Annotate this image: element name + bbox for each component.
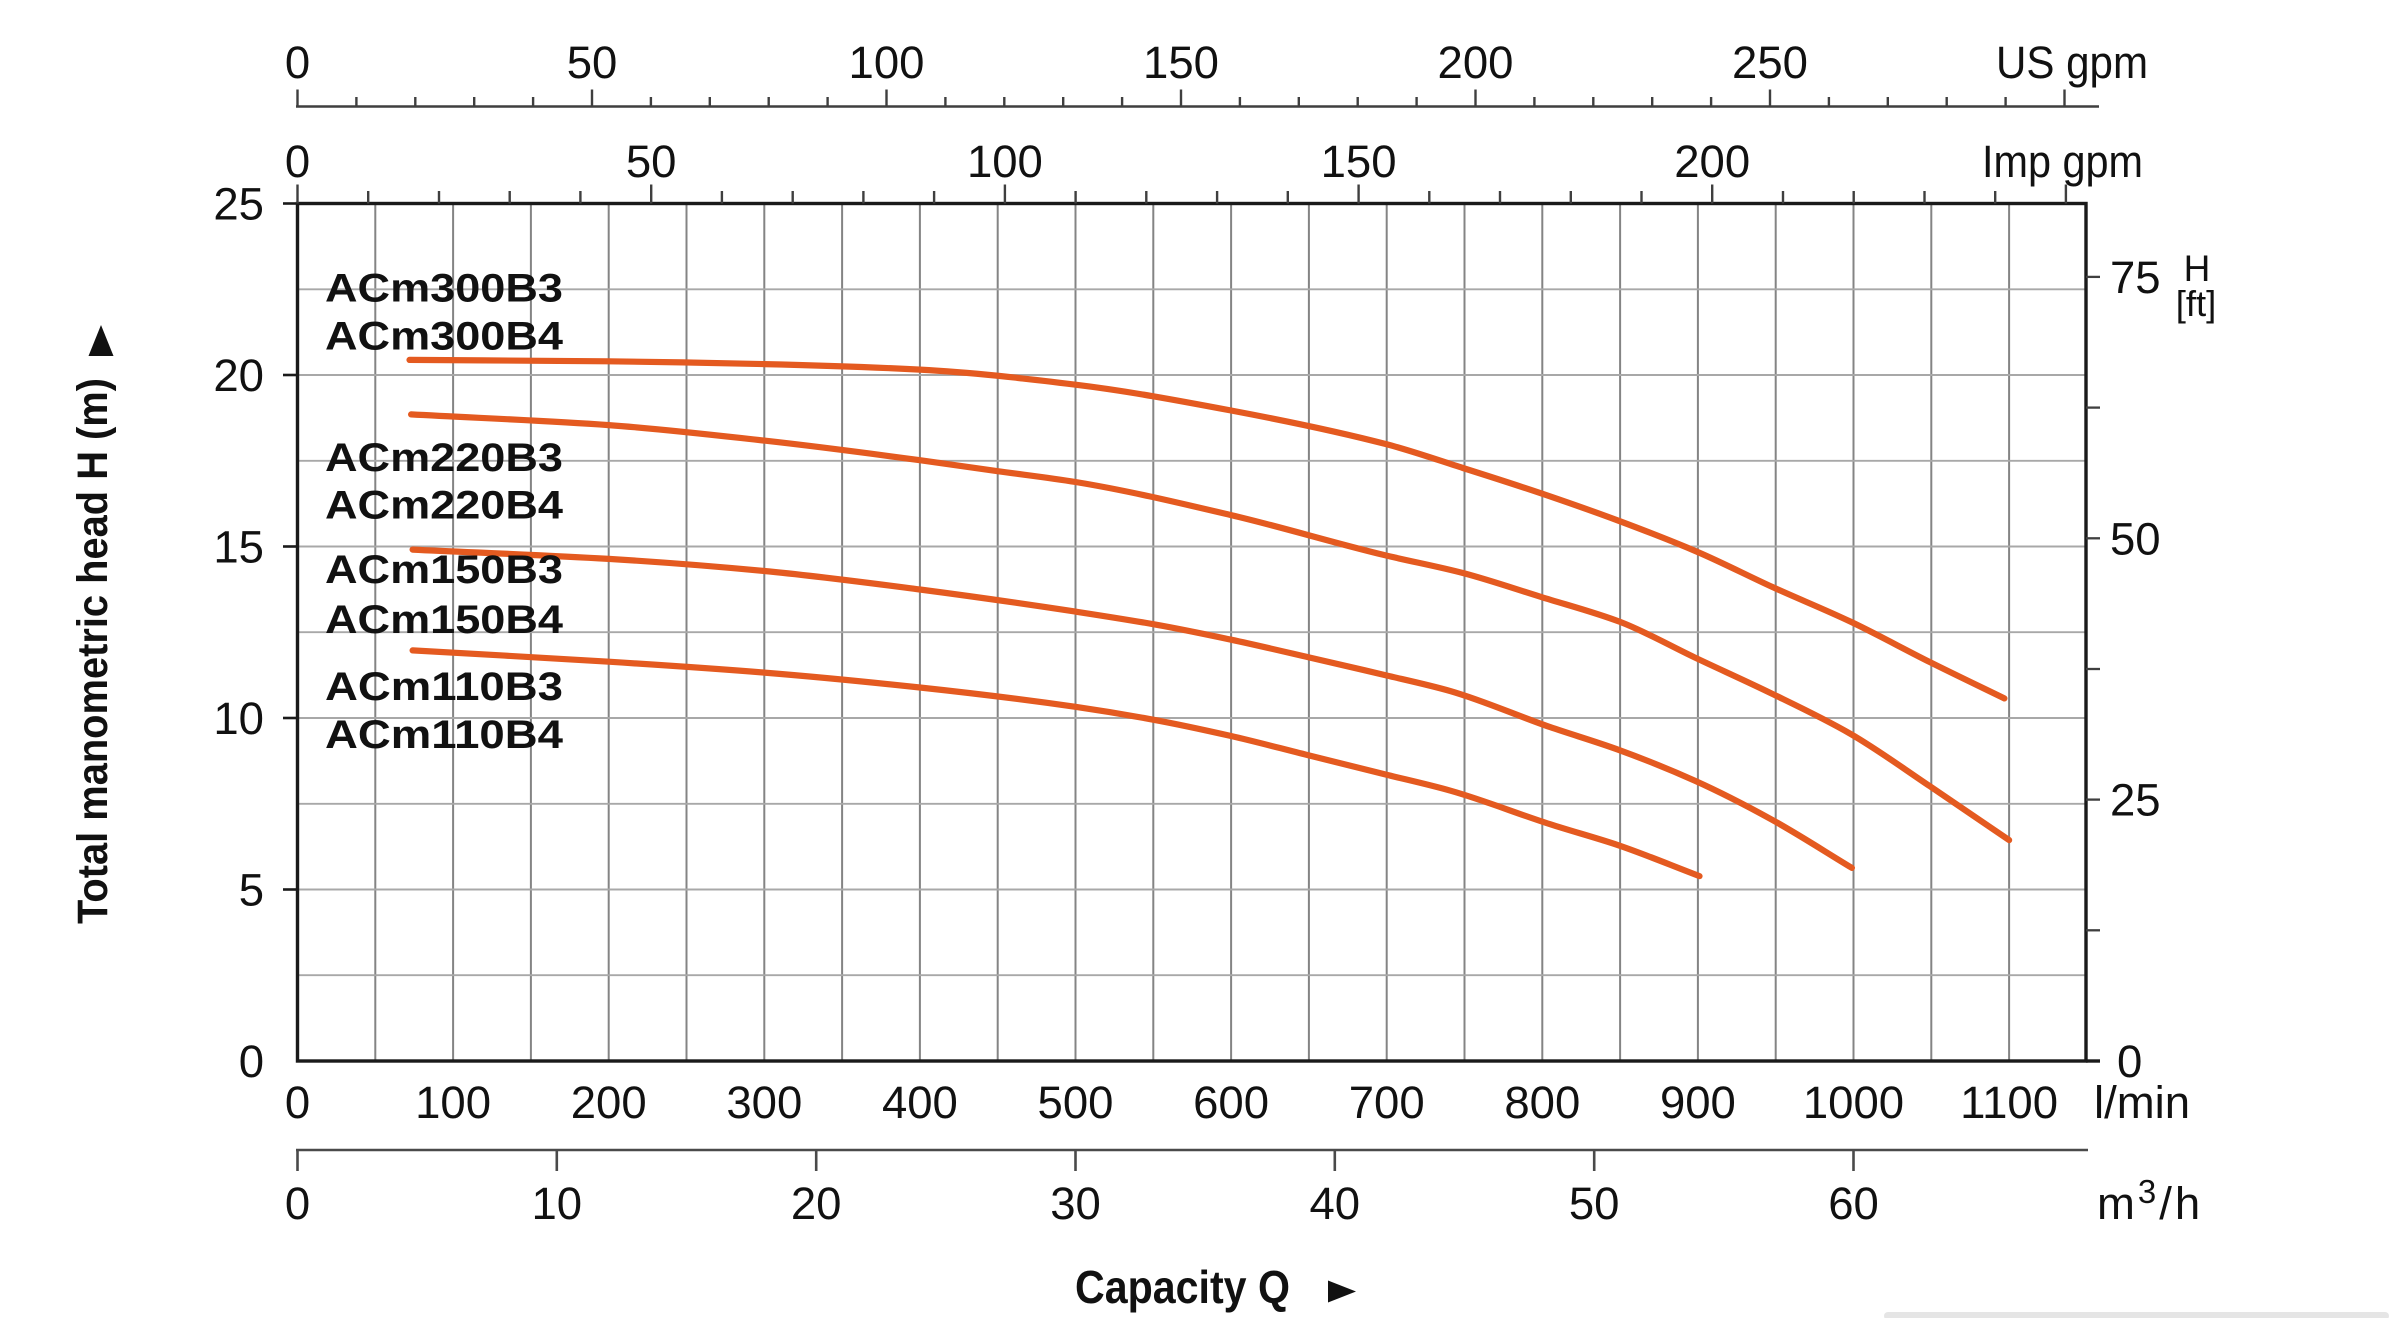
svg-text:l/min: l/min (2094, 1077, 2190, 1128)
svg-text:15: 15 (213, 522, 264, 573)
svg-text:0: 0 (285, 37, 310, 88)
svg-text:25: 25 (213, 179, 264, 230)
svg-text:600: 600 (1193, 1077, 1269, 1128)
svg-text:700: 700 (1349, 1077, 1425, 1128)
svg-text:50: 50 (1569, 1178, 1620, 1229)
svg-text:60: 60 (1828, 1178, 1879, 1229)
svg-text:500: 500 (1038, 1077, 1114, 1128)
svg-text:100: 100 (967, 136, 1043, 187)
svg-text:300: 300 (726, 1077, 802, 1128)
svg-text:ACm220B4: ACm220B4 (325, 484, 564, 528)
svg-text:Total manometric head H (m): Total manometric head H (m) (69, 378, 117, 924)
svg-text:0: 0 (239, 1036, 264, 1087)
svg-text:200: 200 (1438, 37, 1514, 88)
svg-text:400: 400 (882, 1077, 958, 1128)
svg-text:200: 200 (1674, 136, 1750, 187)
svg-text:40: 40 (1309, 1178, 1360, 1229)
svg-text:0: 0 (285, 1077, 310, 1128)
svg-text:H: H (2184, 248, 2211, 289)
svg-text:Capacity Q: Capacity Q (1075, 1261, 1290, 1313)
svg-text:ACm110B4: ACm110B4 (325, 713, 564, 757)
svg-text:US gpm: US gpm (1996, 37, 2148, 88)
svg-text:150: 150 (1321, 136, 1397, 187)
svg-text:250: 250 (1732, 37, 1808, 88)
svg-text:10: 10 (213, 693, 264, 744)
svg-text:ACm150B4: ACm150B4 (325, 598, 564, 642)
svg-text:150: 150 (1143, 37, 1219, 88)
svg-text:ACm220B3: ACm220B3 (325, 436, 563, 480)
svg-text:800: 800 (1504, 1077, 1580, 1128)
svg-text:20: 20 (213, 350, 264, 401)
svg-text:1100: 1100 (1960, 1077, 2058, 1128)
svg-text:50: 50 (567, 37, 618, 88)
svg-text:50: 50 (626, 136, 677, 187)
svg-text:100: 100 (849, 37, 925, 88)
svg-text:0: 0 (285, 1178, 310, 1229)
svg-text:5: 5 (239, 865, 264, 916)
svg-text:20: 20 (791, 1178, 842, 1229)
svg-text:100: 100 (415, 1077, 491, 1128)
svg-text:25: 25 (2110, 775, 2161, 826)
svg-text:[ft]: [ft] (2176, 283, 2217, 324)
svg-text:ACm150B3: ACm150B3 (325, 548, 563, 592)
svg-text:30: 30 (1050, 1178, 1101, 1229)
svg-text:0: 0 (2117, 1036, 2142, 1087)
svg-text:10: 10 (531, 1178, 582, 1229)
svg-text:ACm110B3: ACm110B3 (325, 665, 563, 709)
svg-text:1000: 1000 (1803, 1077, 1904, 1128)
svg-text:75: 75 (2110, 252, 2161, 303)
svg-text:Imp gpm: Imp gpm (1982, 136, 2143, 187)
svg-text:900: 900 (1660, 1077, 1736, 1128)
svg-text:ACm300B4: ACm300B4 (325, 315, 564, 359)
svg-text:200: 200 (571, 1077, 647, 1128)
svg-text:0: 0 (285, 136, 310, 187)
svg-text:50: 50 (2110, 513, 2161, 564)
svg-text:ACm300B3: ACm300B3 (325, 267, 563, 311)
